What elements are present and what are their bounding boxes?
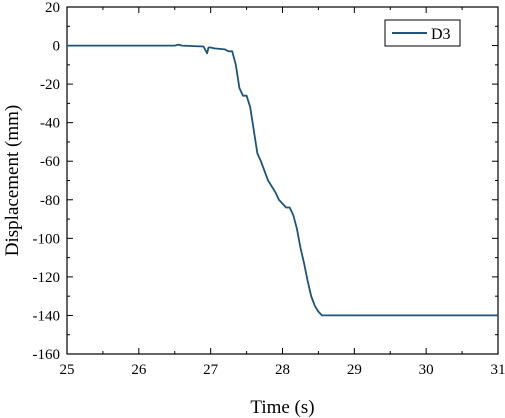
- legend: D3: [384, 19, 461, 47]
- y-axis-title: Displacement (mm): [2, 105, 23, 256]
- y-axis-ticks: 20 0 -20 -40 -60 -80 -100 -120 -140 -160: [33, 0, 498, 363]
- legend-label-d3: D3: [431, 26, 451, 43]
- y-tick-label: -40: [40, 116, 60, 132]
- x-tick-label: 25: [60, 362, 75, 378]
- series-layer: [67, 43, 498, 317]
- plot-area: 25 26 27 28 29 30 31 20 0 -20 -40 -60 -80 -100 -120 -1…: [33, 0, 505, 378]
- y-tick-label: 20: [45, 0, 60, 16]
- x-axis-title: Time (s): [250, 397, 314, 418]
- y-tick-label: -80: [40, 193, 60, 209]
- y-tick-label: -160: [33, 347, 61, 363]
- x-tick-label: 26: [131, 362, 147, 378]
- y-tick-label: -100: [33, 231, 61, 247]
- y-tick-label: -120: [33, 270, 61, 286]
- y-tick-label: -20: [40, 77, 60, 93]
- x-axis-ticks: 25 26 27 28 29 30 31: [60, 7, 505, 378]
- y-tick-label: 0: [53, 39, 61, 55]
- x-tick-label: 29: [347, 362, 362, 378]
- x-tick-label: 31: [491, 362, 505, 378]
- y-tick-label: -60: [40, 154, 60, 170]
- y-tick-label: -140: [33, 308, 61, 324]
- x-tick-label: 28: [275, 362, 290, 378]
- x-tick-label: 30: [419, 362, 434, 378]
- x-tick-label: 27: [203, 362, 219, 378]
- plot-frame: [66, 6, 499, 355]
- series-line-d3: [67, 43, 498, 317]
